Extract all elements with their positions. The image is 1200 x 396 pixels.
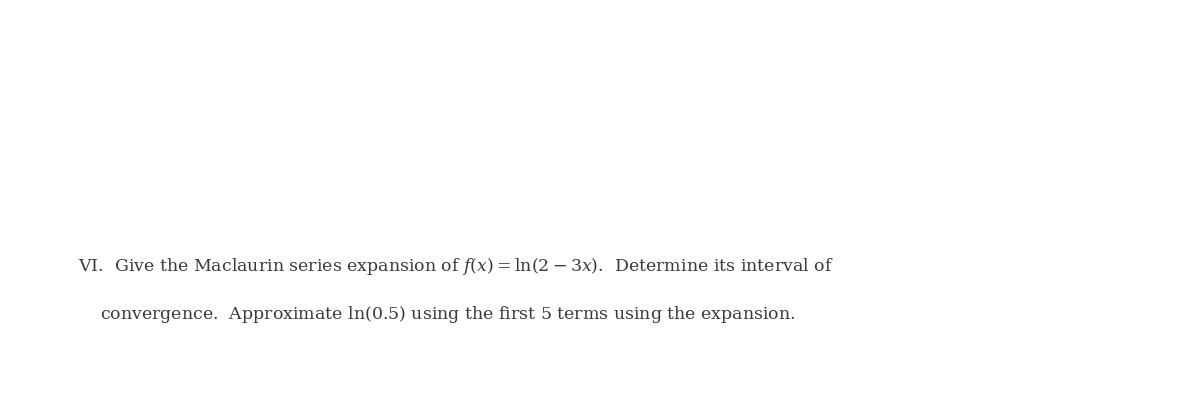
Text: convergence.  Approximate $\ln(0.5)$ using the first 5 terms using the expansion: convergence. Approximate $\ln(0.5)$ usin…	[100, 304, 796, 325]
Text: VI.  Give the Maclaurin series expansion of $f(x) = \ln(2 - 3x)$.  Determine its: VI. Give the Maclaurin series expansion …	[78, 256, 834, 277]
